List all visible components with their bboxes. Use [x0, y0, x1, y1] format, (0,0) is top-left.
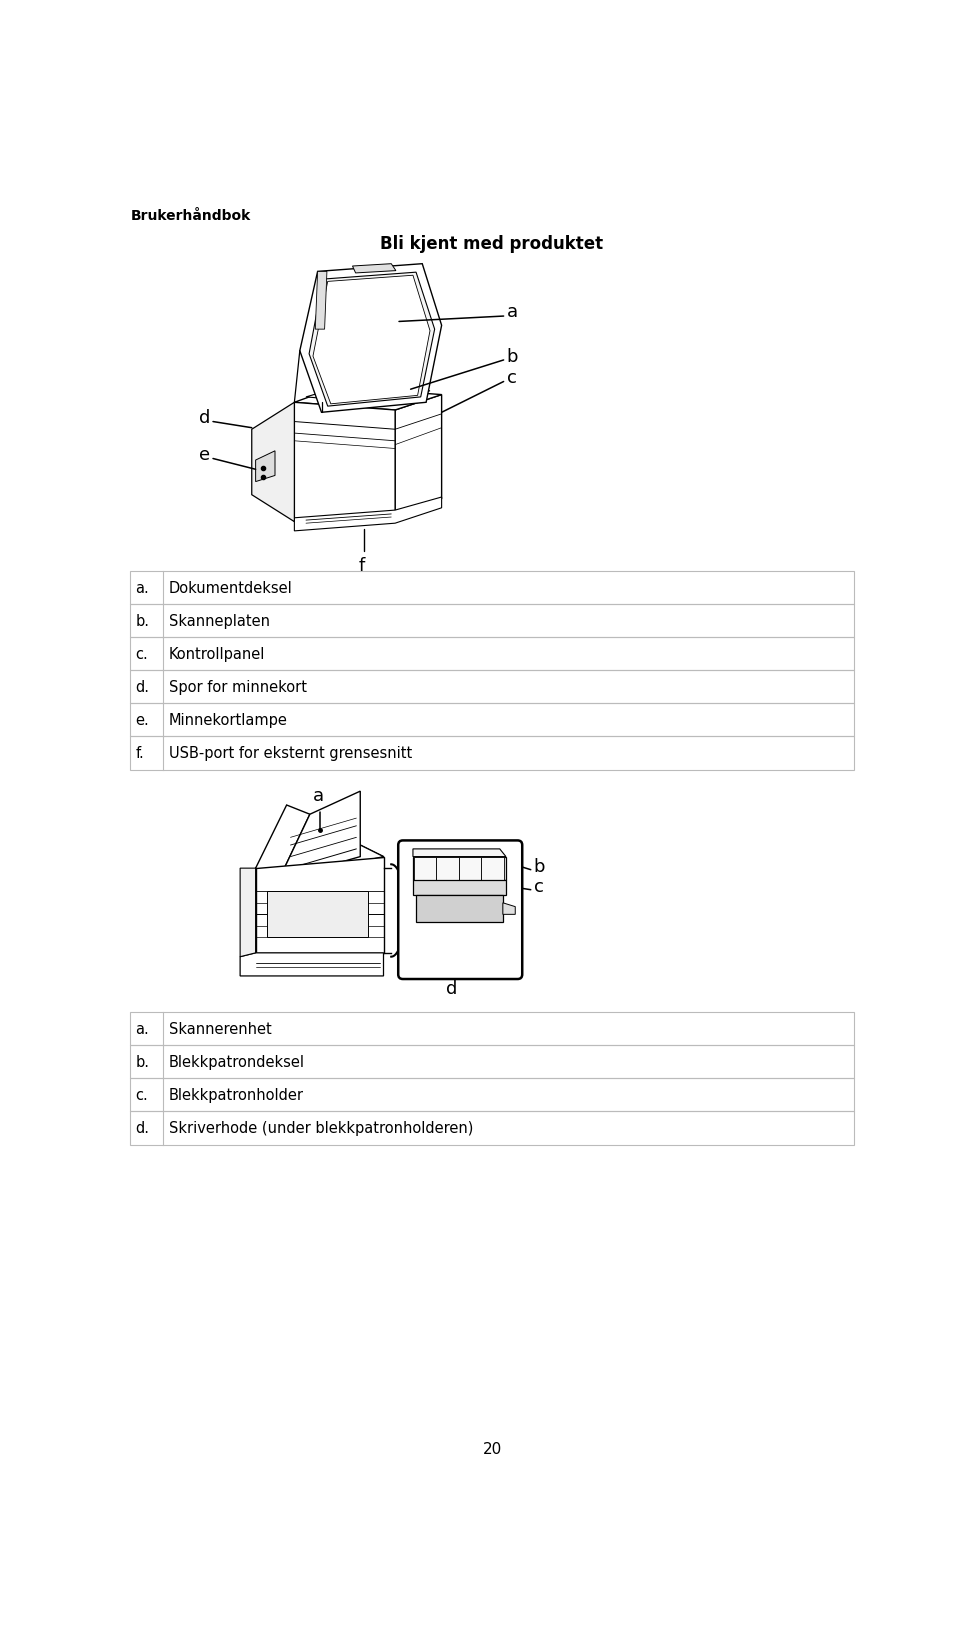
Polygon shape — [295, 497, 442, 530]
Text: Minnekortlampe: Minnekortlampe — [169, 714, 288, 729]
Text: e: e — [199, 446, 210, 464]
Text: f: f — [359, 557, 365, 575]
Bar — [130, 572, 854, 605]
Text: c: c — [534, 877, 543, 895]
Text: c.: c. — [135, 648, 148, 662]
Polygon shape — [313, 276, 430, 403]
Polygon shape — [396, 395, 442, 514]
Polygon shape — [255, 451, 275, 482]
FancyBboxPatch shape — [398, 841, 522, 980]
Polygon shape — [503, 902, 516, 914]
Bar — [130, 1079, 854, 1112]
Polygon shape — [295, 387, 442, 410]
Text: e.: e. — [135, 714, 149, 729]
Text: a.: a. — [135, 582, 149, 596]
Polygon shape — [416, 895, 503, 922]
Polygon shape — [459, 857, 481, 879]
Text: d: d — [446, 980, 457, 998]
Text: Bli kjent med produktet: Bli kjent med produktet — [380, 235, 604, 253]
Text: 20: 20 — [482, 1442, 502, 1457]
Polygon shape — [481, 857, 504, 879]
Bar — [130, 704, 854, 737]
Text: Blekkpatronholder: Blekkpatronholder — [169, 1089, 303, 1104]
Polygon shape — [300, 264, 442, 413]
Text: b.: b. — [135, 615, 150, 629]
Text: Spor for minnekort: Spor for minnekort — [169, 681, 307, 695]
Bar — [130, 1112, 854, 1145]
Polygon shape — [295, 403, 396, 522]
Text: Skannerenhet: Skannerenhet — [169, 1023, 272, 1037]
Polygon shape — [413, 849, 506, 857]
Polygon shape — [352, 264, 396, 273]
Polygon shape — [309, 273, 435, 406]
Polygon shape — [436, 857, 459, 879]
Polygon shape — [255, 846, 383, 953]
Polygon shape — [255, 805, 310, 879]
Bar — [130, 638, 854, 671]
Text: Skriverhode (under blekkpatronholderen): Skriverhode (under blekkpatronholderen) — [169, 1122, 473, 1137]
Text: c: c — [507, 370, 516, 388]
Text: USB-port for eksternt grensesnitt: USB-port for eksternt grensesnitt — [169, 747, 412, 762]
Text: d.: d. — [135, 681, 150, 695]
Text: Dokumentdeksel: Dokumentdeksel — [169, 582, 293, 596]
Polygon shape — [315, 271, 327, 329]
Polygon shape — [252, 403, 295, 522]
Bar — [130, 737, 854, 770]
Polygon shape — [240, 953, 383, 976]
Polygon shape — [240, 869, 255, 957]
Polygon shape — [413, 857, 506, 879]
Text: b: b — [507, 349, 518, 365]
Bar — [130, 1013, 854, 1046]
Text: Skanneplaten: Skanneplaten — [169, 615, 270, 629]
Text: f.: f. — [135, 747, 144, 762]
Text: c.: c. — [135, 1089, 148, 1104]
Bar — [130, 605, 854, 638]
Text: b: b — [534, 857, 545, 876]
Polygon shape — [413, 879, 506, 895]
Text: d.: d. — [135, 1122, 150, 1137]
Text: a: a — [313, 786, 324, 805]
Text: a.: a. — [135, 1023, 149, 1037]
Bar — [130, 671, 854, 704]
Text: Kontrollpanel: Kontrollpanel — [169, 648, 265, 662]
Text: a: a — [507, 304, 517, 320]
Polygon shape — [255, 857, 383, 953]
Polygon shape — [414, 857, 436, 879]
Polygon shape — [306, 385, 430, 403]
Text: Brukerhåndbok: Brukerhåndbok — [131, 210, 252, 223]
Polygon shape — [278, 791, 360, 879]
Text: d: d — [199, 410, 210, 428]
Text: Blekkpatrondeksel: Blekkpatrondeksel — [169, 1056, 305, 1070]
Bar — [130, 1046, 854, 1079]
Text: b.: b. — [135, 1056, 150, 1070]
Polygon shape — [267, 890, 368, 937]
Polygon shape — [255, 846, 383, 879]
